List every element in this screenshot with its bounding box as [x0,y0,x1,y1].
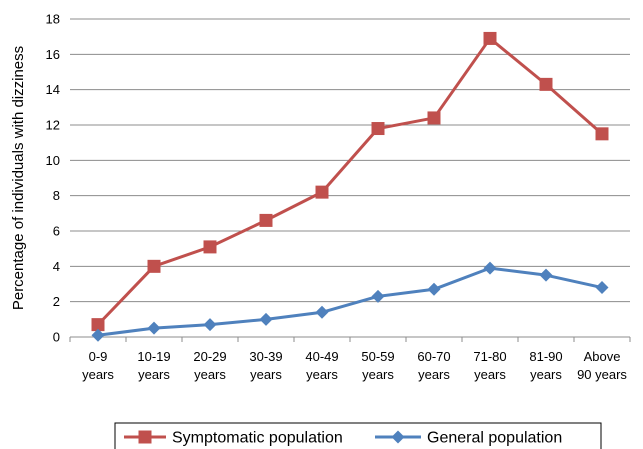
y-tick-label: 0 [53,330,60,345]
data-point [427,111,441,125]
legend-label: General population [427,430,562,447]
legend-swatch-marker [138,430,152,444]
data-point [259,312,273,326]
y-tick-label: 2 [53,294,60,309]
y-axis-ticks: 0 2 4 6 8 10 12 14 16 18 [46,12,60,345]
x-tick-label: 0-9 years [82,349,114,382]
legend-label: Symptomatic population [172,430,343,447]
y-tick-label: 4 [53,259,60,274]
y-tick-label: 10 [46,153,60,168]
data-point [539,77,553,91]
data-point [203,240,217,254]
data-point [595,281,609,295]
x-tick-label: 40-49 years [305,349,338,382]
data-point [483,31,497,45]
data-point [315,305,329,319]
y-tick-label: 18 [46,12,60,27]
x-tick-label: 71-80 years [473,349,506,382]
series-general [91,261,609,342]
series-symptomatic [91,31,609,332]
y-tick-label: 6 [53,224,60,239]
data-point [315,185,329,199]
legend-box [114,422,602,449]
data-point [147,259,161,273]
x-tick-label: 50-59 years [361,349,394,382]
data-point [483,261,497,275]
y-tick-label: 16 [46,47,60,62]
legend: Symptomatic population General population [114,422,602,449]
series-group [91,31,609,342]
data-point [259,213,273,227]
data-point [595,127,609,141]
data-point [427,282,441,296]
y-axis-label: Percentage of individuals with dizziness [10,46,27,310]
data-point [203,318,217,332]
x-tick-label: 60-70 years [417,349,450,382]
series-line [97,266,603,337]
legend-items: Symptomatic population General population [124,430,562,447]
y-tick-label: 14 [46,82,60,97]
x-tick-label: 10-19 years [137,349,170,382]
legend-swatch-marker [391,430,405,444]
x-tick-label: 20-29 years [193,349,226,382]
x-tick-label: 81-90 years [529,349,562,382]
data-point [371,289,385,303]
x-tick-label: Above 90 years [577,349,627,382]
data-point [371,122,385,136]
data-point [539,268,553,282]
data-point [91,318,105,332]
x-axis [69,336,631,342]
y-tick-label: 8 [53,188,60,203]
data-point [91,328,105,342]
x-tick-label: 30-39 years [249,349,282,382]
y-tick-label: 12 [46,118,60,133]
series-line [96,36,603,326]
x-axis-ticks: 0-9 years 10-19 years 20-29 years 30-39 years 40… [82,349,627,382]
data-point [147,321,161,335]
